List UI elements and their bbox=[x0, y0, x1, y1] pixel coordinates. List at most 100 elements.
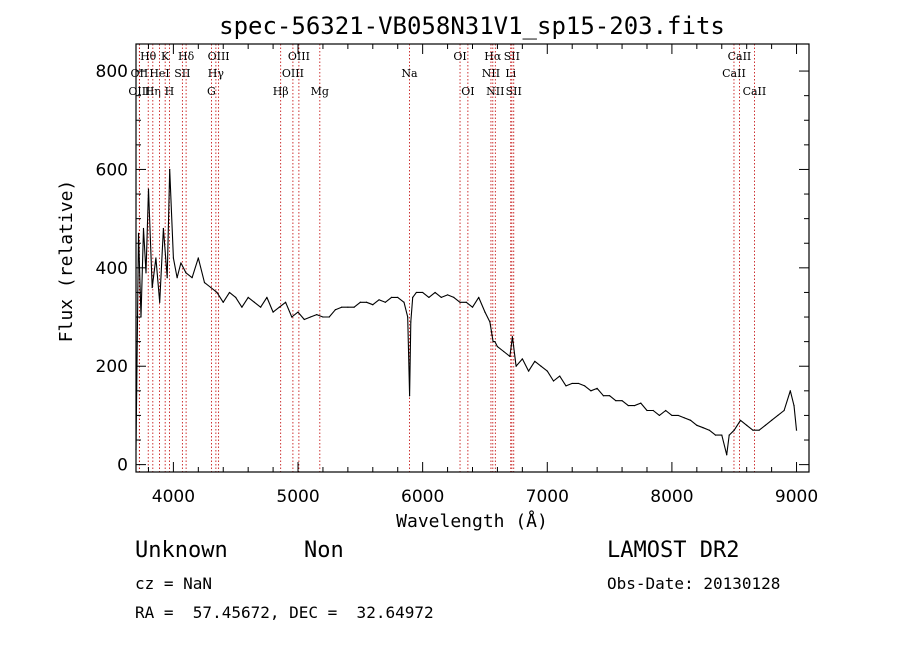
spectrum-point bbox=[677, 414, 679, 417]
spectrum-point bbox=[328, 316, 330, 318]
axes: 4000 5000 6000 7000 8000 9000 0 200 400 600 800 bbox=[96, 44, 818, 507]
spectrum-point bbox=[260, 306, 262, 308]
x-tick-label: 5000 bbox=[276, 487, 319, 507]
line-label: Na bbox=[401, 67, 418, 80]
spectrum-point bbox=[658, 414, 661, 417]
spectrum-point bbox=[534, 360, 536, 362]
line-label: OIII bbox=[128, 85, 150, 98]
spectrum-point bbox=[303, 318, 305, 321]
line-label: Hθ bbox=[140, 50, 157, 63]
line-label: Hγ bbox=[208, 67, 225, 80]
spectrum-series bbox=[135, 168, 798, 456]
spectrum-point bbox=[155, 257, 157, 259]
x-tick-label: 6000 bbox=[401, 487, 444, 507]
spectrum-point bbox=[471, 306, 474, 308]
class-label: Unknown bbox=[135, 538, 228, 563]
spectrum-point bbox=[665, 409, 667, 412]
spectrum-point bbox=[527, 370, 530, 372]
spectrum-point bbox=[478, 296, 480, 298]
spectrum-point bbox=[147, 188, 150, 190]
spectrum-point bbox=[726, 454, 728, 456]
line-label: OI bbox=[453, 50, 466, 63]
line-label: G bbox=[207, 85, 216, 98]
spectrum-point bbox=[297, 311, 299, 313]
spectrum-point bbox=[440, 296, 442, 298]
spectrum-point bbox=[203, 281, 206, 284]
spectrum-point bbox=[272, 311, 274, 313]
spectrum-point bbox=[608, 395, 611, 397]
spectrum-point bbox=[159, 301, 161, 303]
spectrum-point bbox=[145, 272, 147, 274]
spectrum-point bbox=[334, 309, 337, 311]
spectrum-point bbox=[627, 404, 629, 407]
spectrum-point bbox=[241, 306, 243, 308]
spectrum-point bbox=[235, 296, 237, 298]
spectrum-point bbox=[565, 385, 567, 387]
spectrum-point bbox=[428, 296, 430, 298]
x-axis-label: Wavelength (Å) bbox=[396, 510, 548, 532]
line-label: OIII bbox=[208, 50, 230, 63]
spectrum-point bbox=[410, 321, 412, 323]
spectrum-point bbox=[489, 321, 491, 323]
spectrum-point bbox=[728, 434, 730, 436]
plot-frame bbox=[135, 43, 810, 473]
spectrum-point bbox=[372, 304, 374, 306]
line-label: HeI bbox=[149, 67, 169, 80]
spectrum-point bbox=[484, 311, 486, 313]
spectrum-point bbox=[615, 400, 617, 402]
spectrum-point bbox=[166, 277, 168, 279]
spectrum-point bbox=[228, 291, 231, 294]
line-label: NII bbox=[482, 67, 500, 80]
spectrum-point bbox=[552, 380, 555, 382]
spectrum-point bbox=[403, 301, 405, 303]
spectrum-point bbox=[492, 341, 494, 343]
line-label: Mg bbox=[311, 85, 329, 98]
spectrum-point bbox=[176, 277, 178, 279]
spectrum-line bbox=[135, 168, 798, 456]
spectrum-point bbox=[137, 232, 140, 235]
spectrum-point bbox=[222, 301, 224, 303]
spectrum-point bbox=[646, 409, 648, 412]
chart-title: spec-56321-VB058N31V1_sp15-203.fits bbox=[219, 12, 725, 40]
spectrum-point bbox=[341, 306, 343, 308]
spectrum-point bbox=[412, 296, 414, 298]
spectrum-point bbox=[771, 419, 773, 421]
spectrum-point bbox=[511, 336, 513, 338]
line-label: Li bbox=[505, 67, 516, 80]
spectrum-point bbox=[789, 390, 791, 392]
spectrum-point bbox=[671, 414, 673, 417]
spectrum-point bbox=[621, 400, 623, 402]
spectrum-point bbox=[721, 434, 723, 436]
survey-label: LAMOST DR2 bbox=[607, 538, 740, 563]
spectrum-point bbox=[559, 375, 561, 377]
spectrum-point bbox=[291, 316, 293, 318]
spectrum-point bbox=[446, 294, 449, 296]
x-tick-label: 8000 bbox=[650, 487, 693, 507]
spectrum-point bbox=[210, 286, 212, 289]
spectrum-point bbox=[793, 404, 795, 407]
line-label: Hδ bbox=[178, 50, 195, 63]
spectrum-point bbox=[316, 313, 318, 316]
line-label: H bbox=[165, 85, 175, 98]
spectrum-point bbox=[584, 385, 586, 387]
spectrum-point bbox=[408, 395, 411, 397]
spectrum-point bbox=[590, 390, 592, 392]
spectrum-point bbox=[739, 419, 742, 421]
line-label: NII bbox=[486, 85, 504, 98]
y-tick-label: 600 bbox=[96, 160, 128, 180]
line-label: OIII bbox=[288, 50, 310, 63]
y-tick-label: 400 bbox=[96, 259, 128, 279]
spectrum-point bbox=[696, 424, 698, 426]
spectrum-point bbox=[752, 429, 754, 431]
obs-date-text: Obs-Date: 20130128 bbox=[607, 574, 781, 593]
spectrum-point bbox=[577, 382, 580, 385]
spectrum-point bbox=[142, 227, 145, 230]
spectrum-point bbox=[162, 227, 165, 230]
spectrum-point bbox=[509, 355, 511, 357]
spectrum-point bbox=[169, 168, 171, 171]
line-label: CaII bbox=[722, 67, 746, 80]
line-label: CaII bbox=[728, 50, 752, 63]
spectrum-point bbox=[777, 414, 779, 417]
